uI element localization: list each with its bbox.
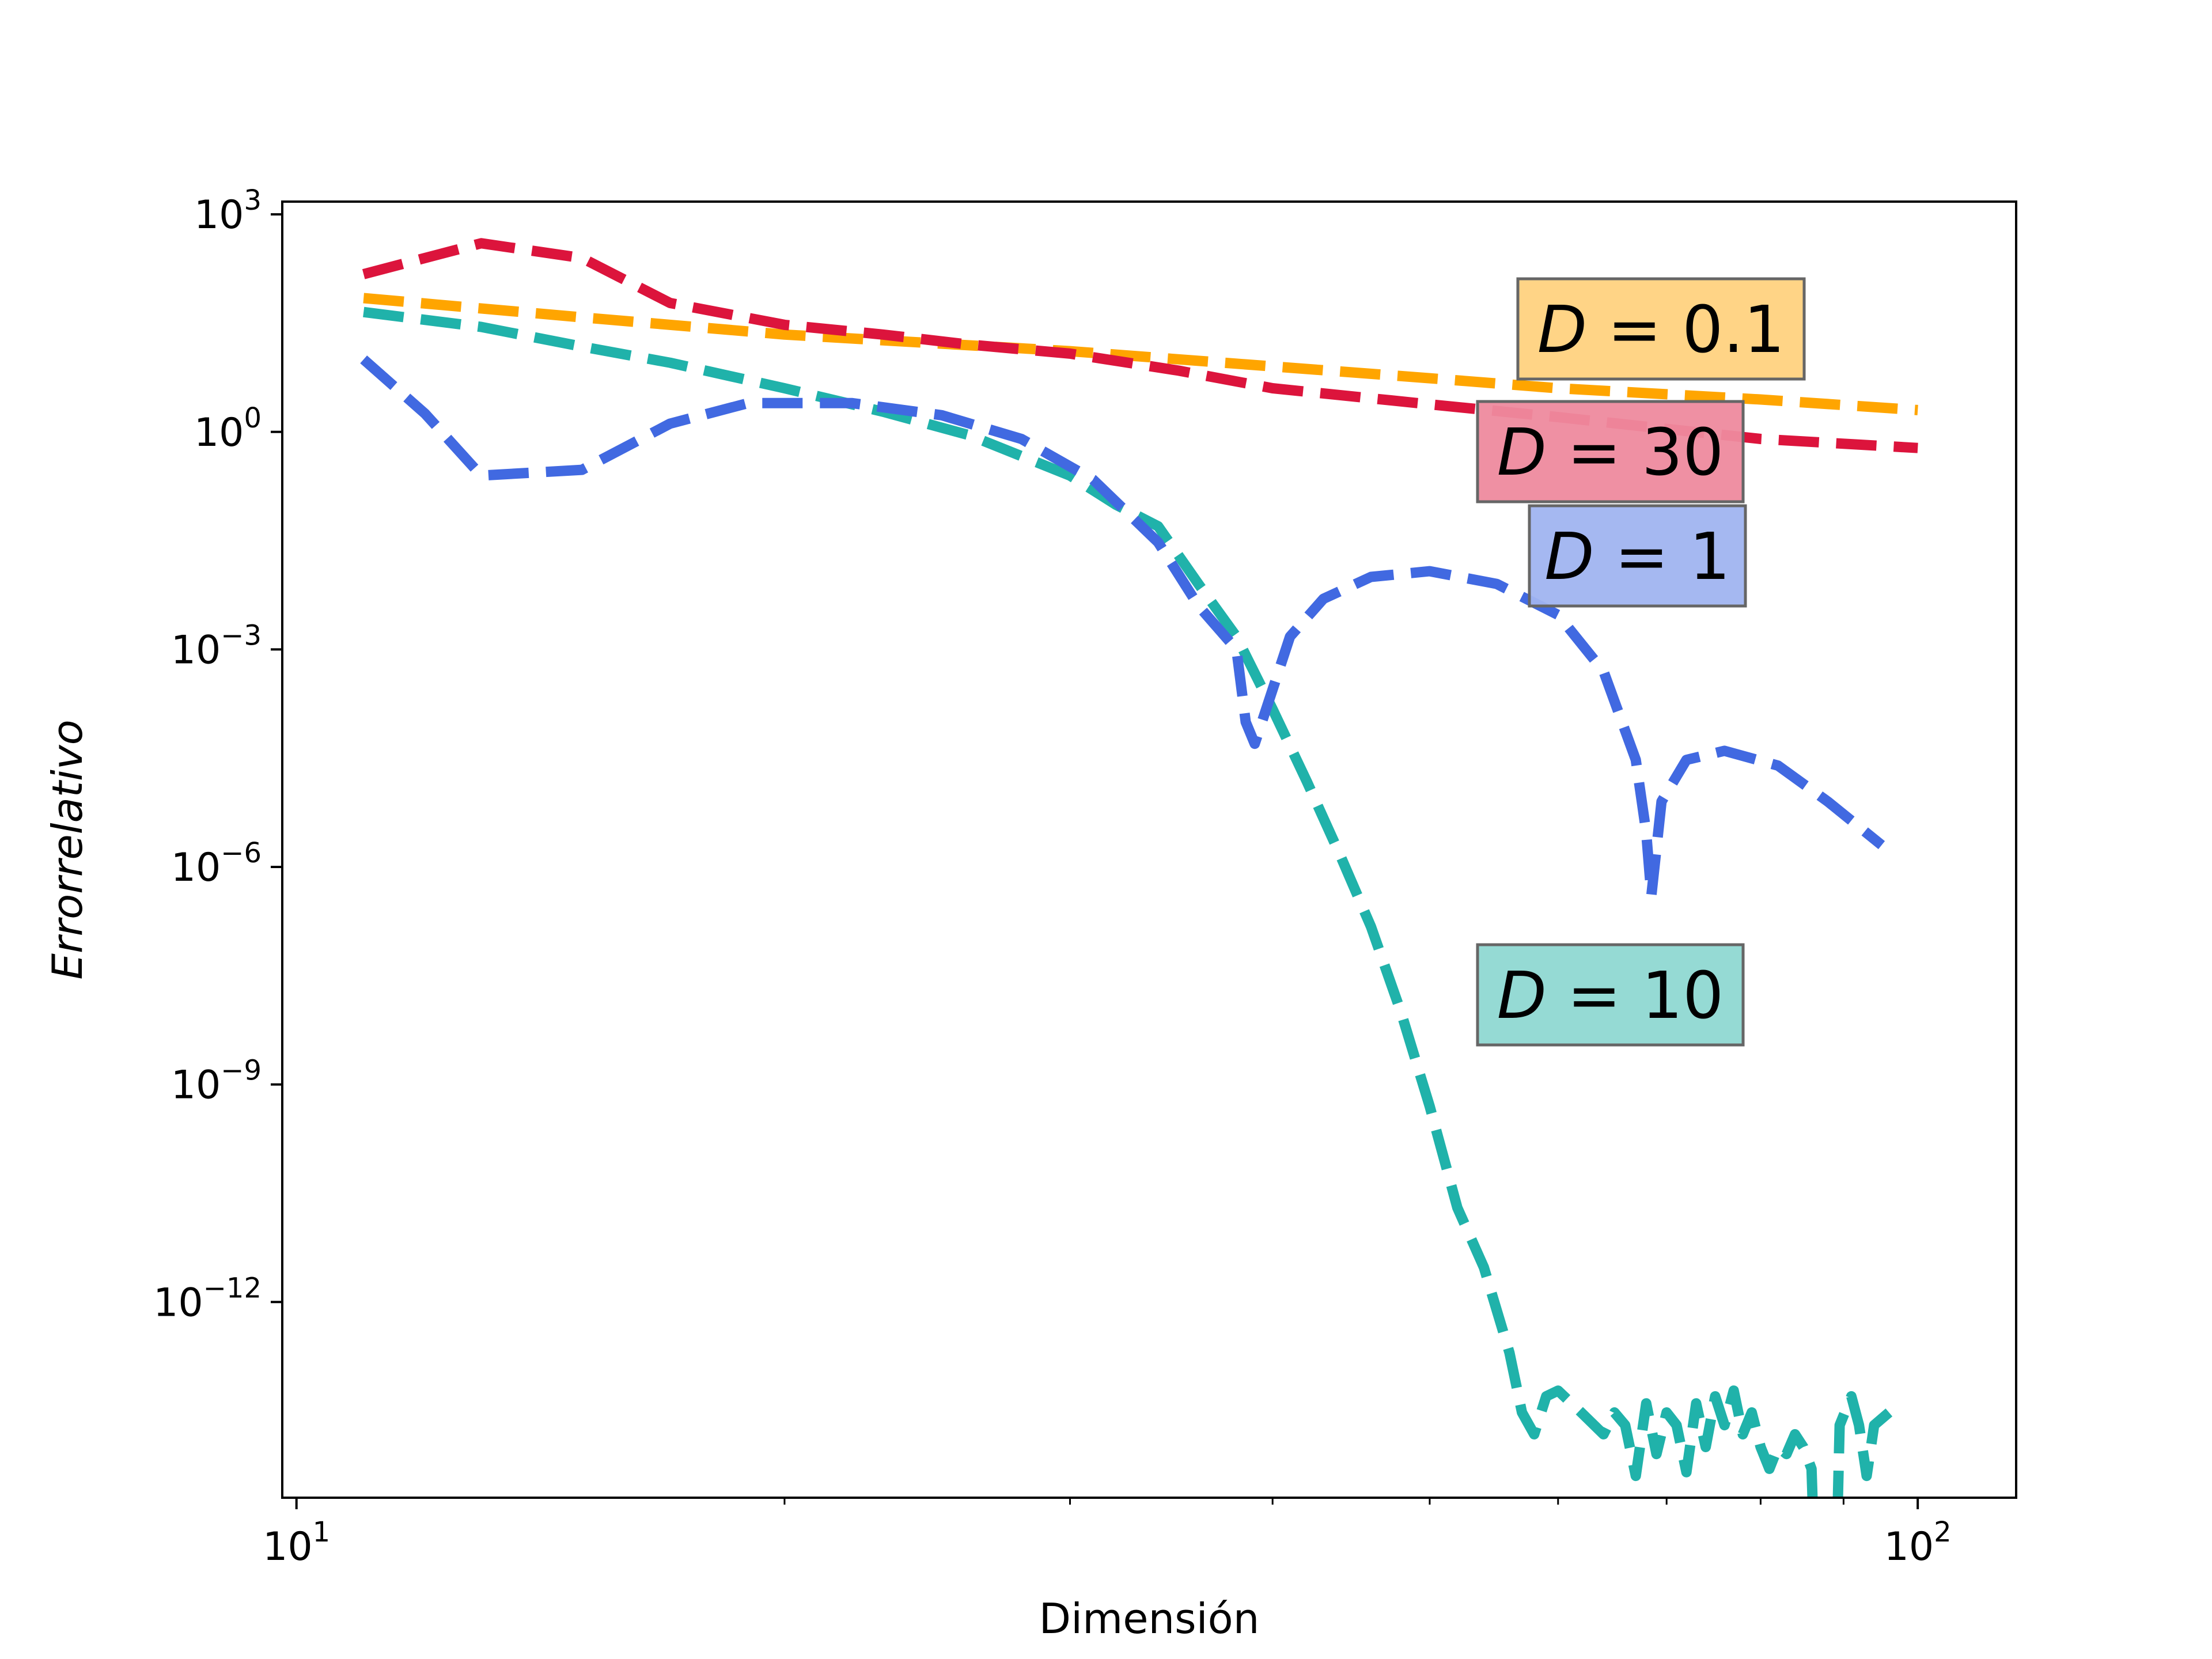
annotation-d-0-1: D = 0.1 <box>1516 277 1806 381</box>
annotation-label: D = 0.1 <box>1537 293 1785 368</box>
plot-frame <box>281 200 2017 1499</box>
y-axis-label: Errorrelativo <box>43 719 92 979</box>
annotation-layer: D = 0.1 D = 30 D = 10 D = 1 <box>1476 277 1806 1047</box>
y-tick-label: 100 <box>194 402 262 456</box>
annotation-d-1: D = 1 <box>1528 504 1747 608</box>
annotation-d-10: D = 10 <box>1476 943 1745 1047</box>
annotation-box <box>1476 943 1745 1047</box>
y-tick-label: 10−3 <box>171 619 262 673</box>
x-tick-label: 101 <box>263 1516 330 1570</box>
series-line-d-1 <box>360 355 1885 902</box>
x-axis-label: Dimensión <box>1039 1594 1260 1643</box>
y-tick-label: 10−9 <box>171 1055 262 1108</box>
annotation-label: D = 10 <box>1497 959 1724 1033</box>
series-line-d-10 <box>363 306 1893 1498</box>
annotation-box <box>1528 504 1747 608</box>
annotation-d-30: D = 30 <box>1476 400 1745 503</box>
y-tick-label: 10−12 <box>153 1272 262 1325</box>
x-tick-label: 102 <box>1884 1516 1952 1570</box>
annotation-box <box>1476 400 1745 503</box>
y-tick-label: 103 <box>194 184 262 238</box>
series-line-d-0-1 <box>363 293 1918 415</box>
y-tick-label: 10−6 <box>171 837 262 891</box>
annotation-label: D = 1 <box>1544 520 1730 594</box>
annotation-box <box>1516 277 1806 381</box>
tick-layer: 103 100 10−3 10−6 10−9 10−12 101 102 <box>153 184 1952 1570</box>
annotation-label: D = 30 <box>1497 415 1724 490</box>
